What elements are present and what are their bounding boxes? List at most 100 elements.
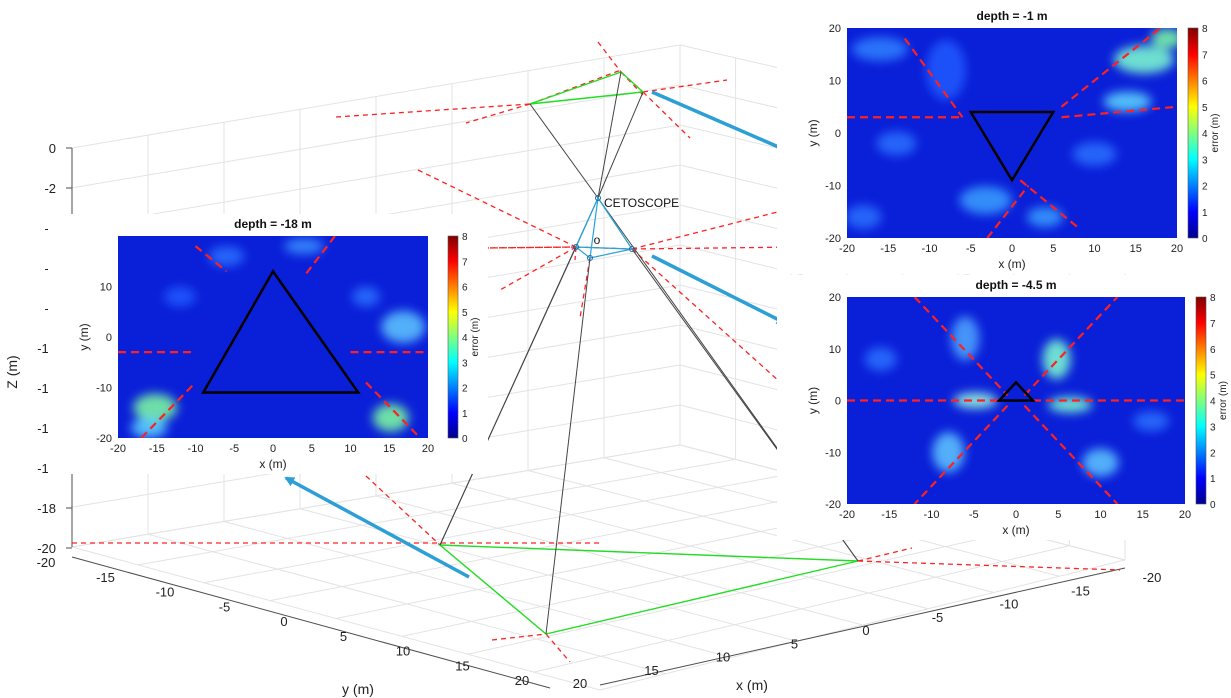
pointer-arrow [651,90,792,154]
bearing-line [499,246,577,291]
bearing-line [483,246,577,249]
bearing-dash [194,245,228,273]
bearing-line [335,103,531,118]
y-tick-label: 10 [396,644,410,659]
inset-y-tick: -20 [825,233,841,245]
inset-x-tick: -20 [110,443,126,455]
y-tick-label: 5 [340,629,347,644]
bearing-dash [913,297,1009,397]
heatmap-area [847,297,1185,504]
inset-y-tick: -20 [825,499,841,511]
colorbar [1187,27,1199,239]
y-tick-label: 15 [455,658,469,673]
grid-line [467,530,1014,655]
colorbar-tick: 7 [1202,50,1208,61]
projection-line [545,257,591,635]
x-tick-label: -15 [1071,583,1090,598]
hotspot [926,40,966,100]
colorbar-tick: 2 [1210,448,1216,459]
hydrophone-node [595,195,601,201]
inset-y-tick: -10 [96,383,112,395]
projection-line [529,103,599,199]
inset-x-tick: 5 [1050,243,1056,255]
inset-y-tick: 10 [100,282,112,294]
inset-x-tick: -5 [969,509,979,521]
hotspot [876,131,917,156]
z-tick-label: -2 [44,181,56,196]
inset-title: depth = -4.5 m [975,278,1056,292]
inset-x-tick: -20 [839,509,855,521]
hotspot [959,186,1012,215]
colorbar-label: error (m) [1210,114,1221,153]
bearing-line [545,633,571,663]
inset-x-tick: 20 [422,443,434,455]
hotspot [1133,411,1170,432]
x-tick-label: 15 [644,663,658,678]
colorbar-tick: 5 [1210,371,1216,382]
hotspot [284,238,324,255]
inset-y-tick: 0 [106,332,112,344]
y-axis-line [71,556,551,689]
bearing-line [465,103,531,124]
hotspot [1103,91,1152,112]
hotspot [864,347,897,372]
grid-line [533,545,1070,673]
y-tick-label: -20 [37,555,56,570]
hotspot [164,286,196,307]
inset-x-tick: 0 [270,443,276,455]
z-axis-label: Z (m) [4,355,20,388]
bearing-line [631,248,801,401]
colorbar-tick: 1 [1202,208,1208,219]
x-tick-label: -10 [1000,597,1019,612]
inset-x-label: x (m) [259,457,286,471]
bearing-line [631,246,801,250]
inset-x-tick: -5 [966,243,976,255]
inset-x-tick: 0 [1009,243,1015,255]
hotspot [847,205,882,229]
bearing-line [529,69,622,105]
colorbar-tick: 3 [1210,422,1216,433]
heatmap-area [847,28,1177,238]
inset-x-tick: 10 [1094,509,1106,521]
top-triangle [529,71,645,105]
inset-y-label: y (m) [77,323,91,350]
bearing-line [365,475,441,546]
bearing-dash [1061,105,1177,119]
grid-line [527,470,994,593]
inset-y-tick: -10 [825,447,841,459]
bearing-line [417,169,577,248]
colorbar-tick: 8 [1202,24,1208,35]
x-axis-label: x (m) [736,677,768,693]
hydrophone-node [587,255,593,261]
inset-x-tick: -15 [880,243,896,255]
hotspot [1072,142,1117,166]
colorbar-tick: 7 [1210,319,1216,330]
x-axis-line [599,567,1126,686]
inset-y-tick: -20 [96,433,112,445]
hotspot [1082,448,1119,477]
colorbar [447,235,459,439]
grid-line [599,559,1126,691]
inset-x-tick: 0 [1013,509,1019,521]
inset-y-tick: 10 [829,76,841,88]
inset-x-tick: 20 [1179,509,1191,521]
bearing-dash [903,37,964,118]
inset-x-tick: 10 [1088,243,1100,255]
bearing-line [597,41,622,73]
x-tick-label: 10 [716,650,730,665]
bearing-dash [986,184,1030,238]
colorbar-tick: 3 [462,358,468,369]
colorbar-tick: 6 [1202,77,1208,88]
inset-y-tick: 20 [829,292,841,304]
x-tick-label: -5 [932,610,944,625]
inset-title: depth = -1 m [976,9,1047,23]
inset-x-tick: -15 [149,443,165,455]
colorbar-tick: 7 [462,257,468,268]
inset-x-tick: -5 [229,443,239,455]
inset-x-label: x (m) [1002,523,1029,537]
bearing-dash [1060,28,1162,108]
bearing-dash [1023,404,1119,504]
hotspot [372,403,409,432]
heatmap-hotspots [864,316,1170,477]
